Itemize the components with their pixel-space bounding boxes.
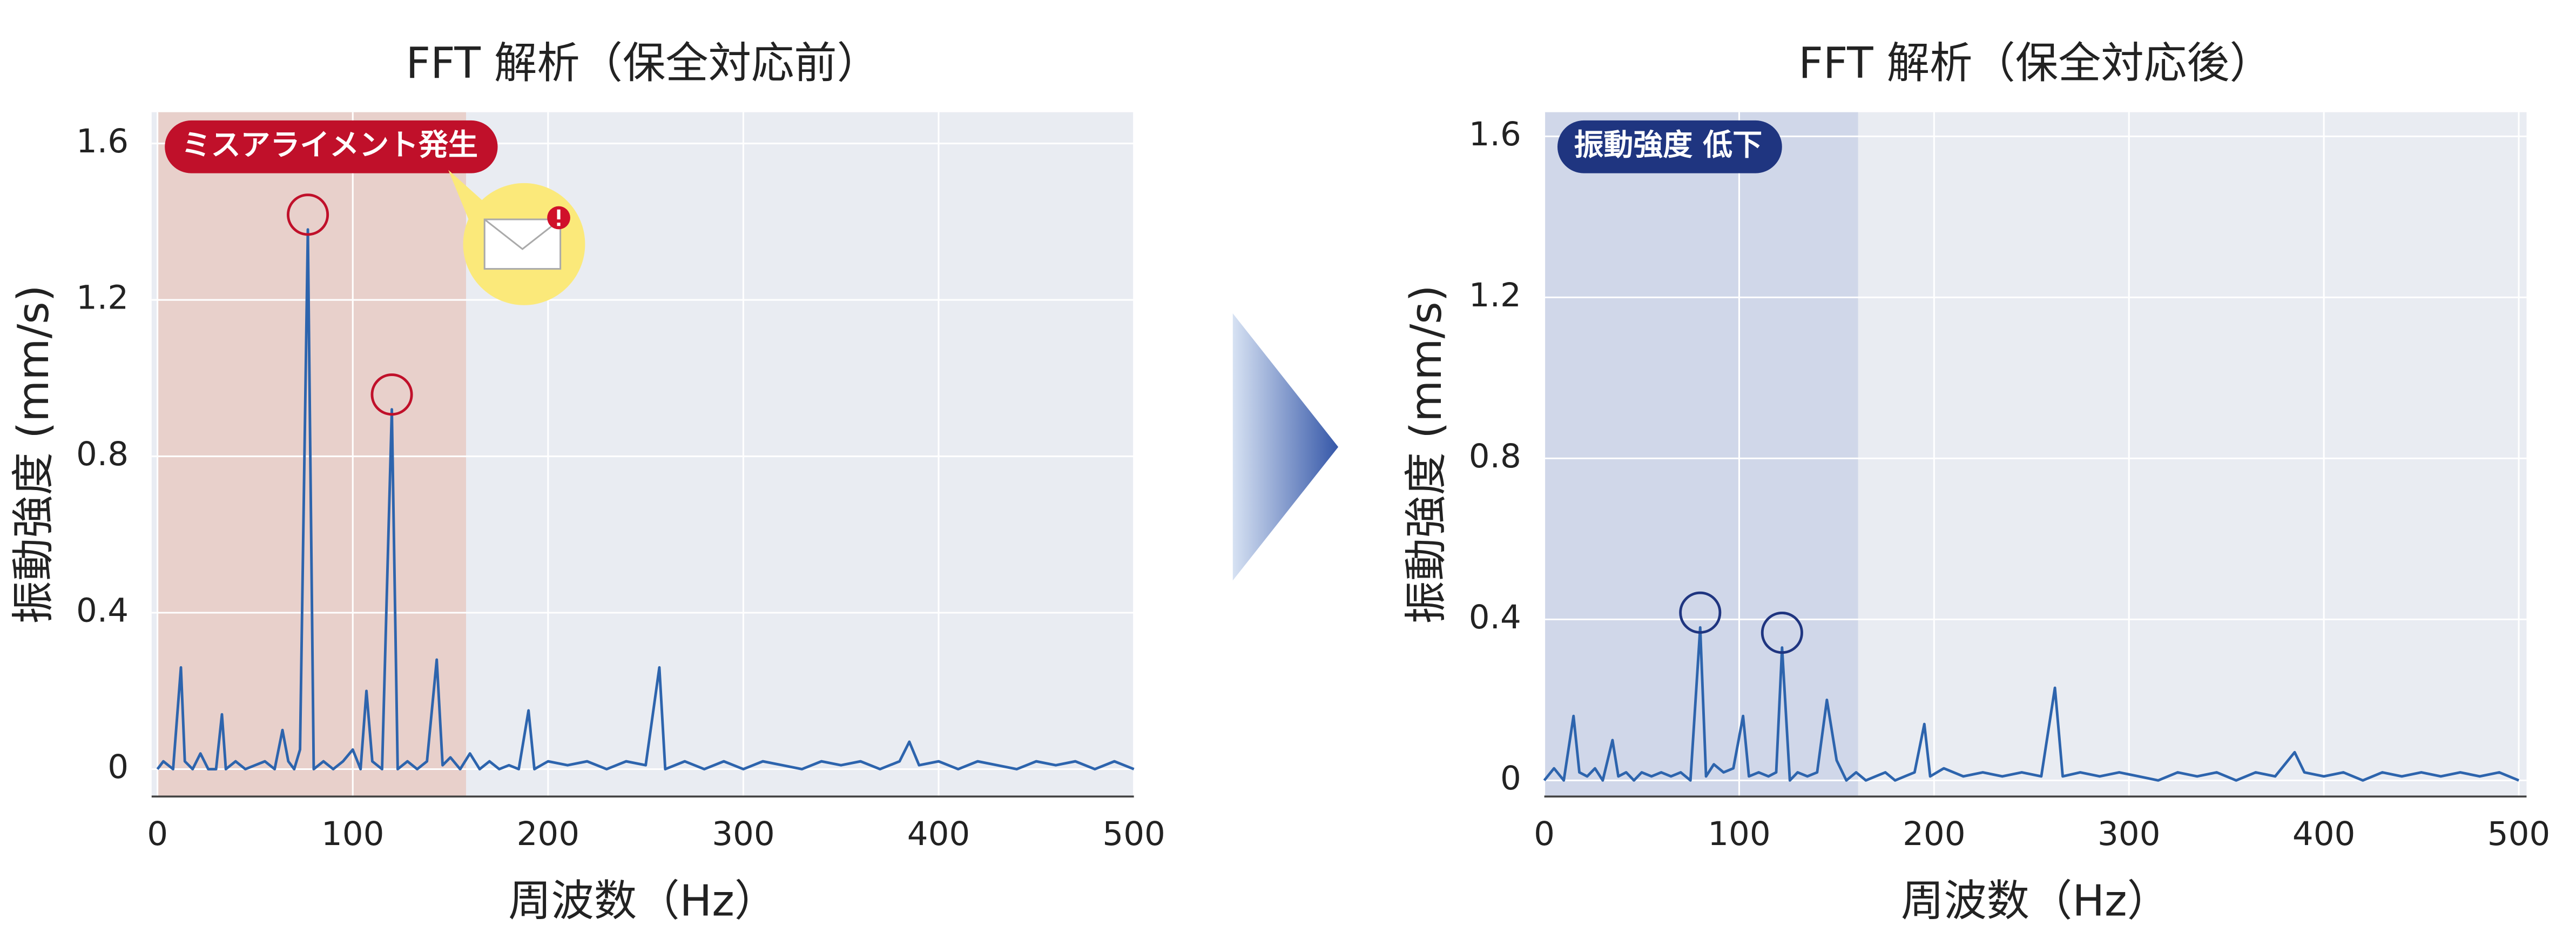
highlight-region <box>1544 112 1858 797</box>
y-tick-label: 0.8 <box>1469 437 1521 475</box>
status-badge-text: ミスアライメント発生 <box>181 128 478 162</box>
x-tick-label: 300 <box>712 815 774 853</box>
x-tick-label: 500 <box>1102 815 1165 853</box>
y-tick-label: 1.6 <box>1469 115 1521 153</box>
x-tick-label: 200 <box>517 815 579 853</box>
x-axis-label: 周波数（Hz） <box>1901 876 2170 926</box>
alert-mark <box>557 209 561 220</box>
status-badge-text: 振動強度 低下 <box>1574 128 1762 162</box>
status-badge <box>1557 120 1782 173</box>
x-tick-label: 0 <box>147 815 168 853</box>
x-tick-label: 0 <box>1534 815 1555 853</box>
spectrum-line <box>1543 626 2519 782</box>
status-badge <box>165 120 498 173</box>
y-tick-label: 1.6 <box>76 122 129 160</box>
alert-callout <box>448 170 585 305</box>
y-tick-label: 0.4 <box>1469 598 1521 636</box>
x-tick-label: 200 <box>1903 815 1965 853</box>
y-tick-label: 1.2 <box>1469 276 1521 314</box>
peak-circle <box>370 373 413 416</box>
chart-title: FFT 解析（保全対応後） <box>1798 38 2272 88</box>
x-tick-label: 400 <box>2292 815 2355 853</box>
peak-circle <box>1679 591 1722 634</box>
y-tick-label: 0 <box>1500 759 1521 797</box>
x-tick-label: 300 <box>2098 815 2160 853</box>
y-axis-label: 振動強度 (mm/s) <box>1401 285 1451 624</box>
x-tick-label: 100 <box>321 815 384 853</box>
y-tick-label: 0.8 <box>76 435 129 473</box>
envelope-flap <box>484 218 561 250</box>
y-tick-label: 1.2 <box>76 279 129 317</box>
x-axis-label: 周波数（Hz） <box>508 876 777 926</box>
peak-circle <box>286 193 329 236</box>
envelope <box>483 218 562 270</box>
peak-circle <box>1761 612 1803 654</box>
chart-title: FFT 解析（保全対応前） <box>406 38 880 88</box>
transition-arrow <box>1232 313 1339 581</box>
y-tick-label: 0.4 <box>76 592 129 630</box>
y-axis-label: 振動強度 (mm/s) <box>8 285 58 624</box>
x-tick-label: 100 <box>1708 815 1770 853</box>
alert-mark-dot <box>557 223 561 226</box>
x-tick-label: 500 <box>2487 815 2550 853</box>
y-tick-label: 0 <box>107 748 129 786</box>
x-tick-label: 400 <box>907 815 970 853</box>
spectrum-line <box>156 228 1135 770</box>
